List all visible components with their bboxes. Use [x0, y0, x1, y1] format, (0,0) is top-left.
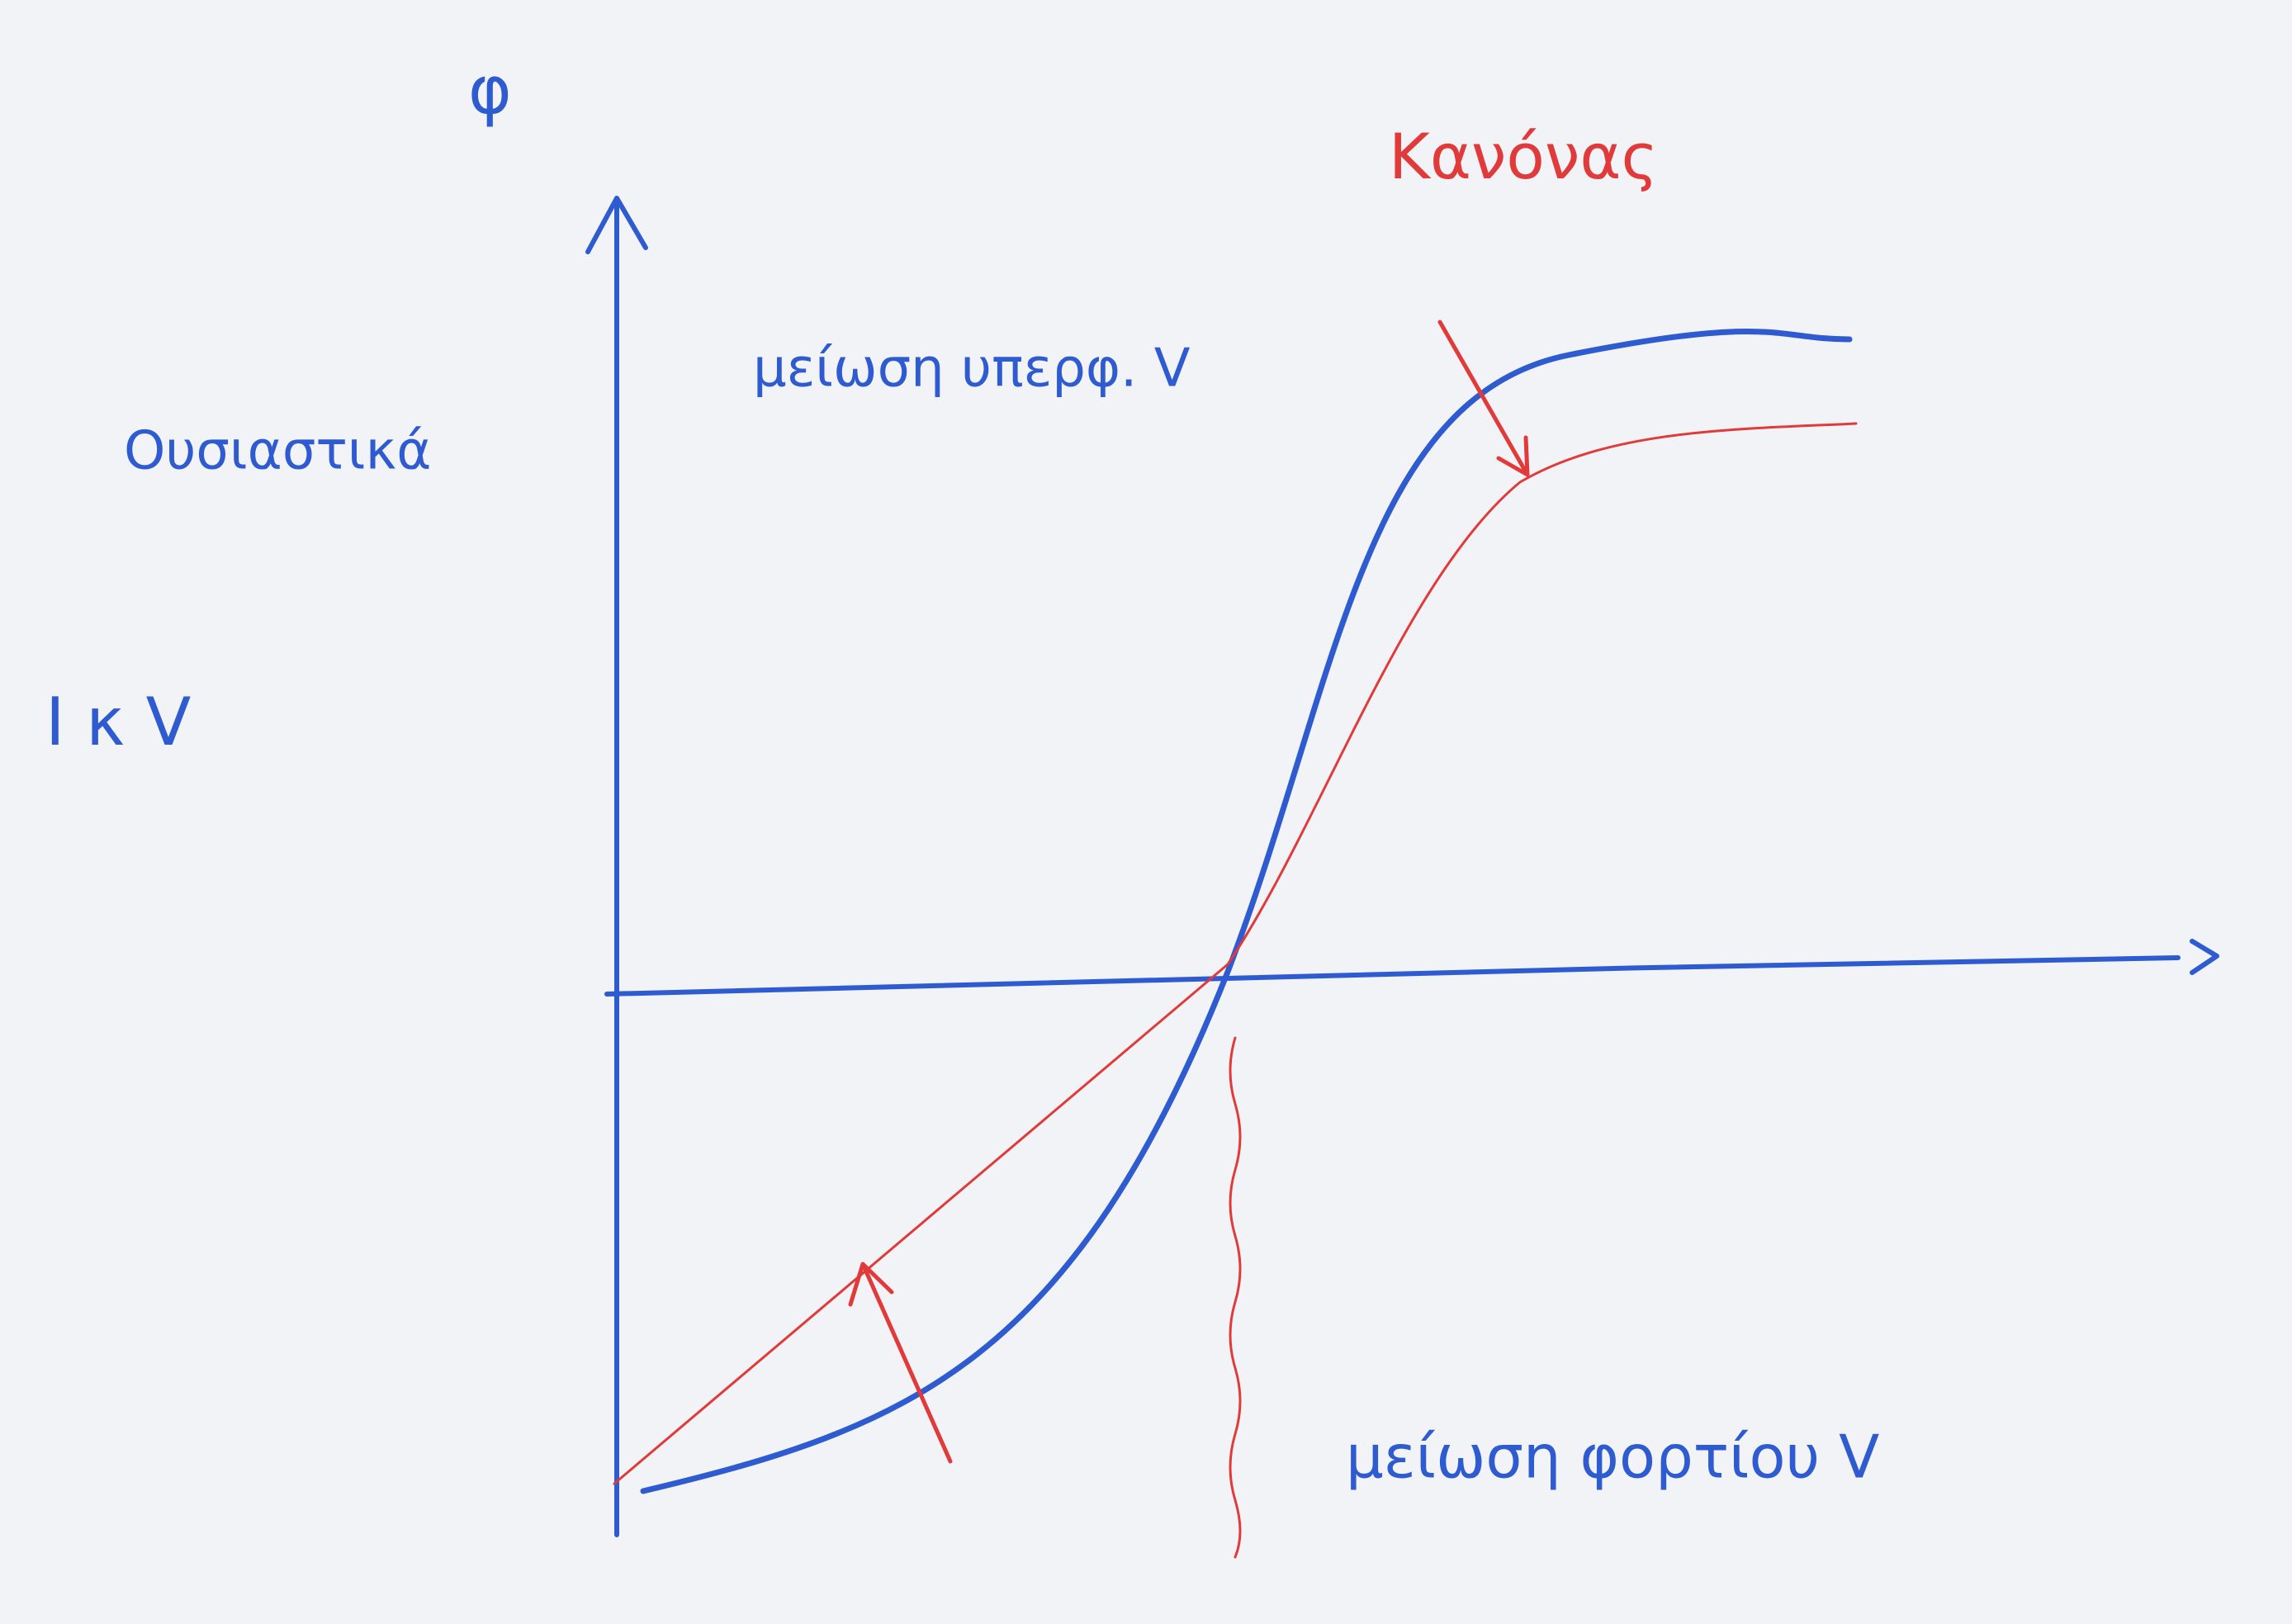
note: μείωση φορτίου V	[1346, 1423, 1879, 1492]
sketch: φ Ουσιαστικά I κ V μείωση υπερφ. V Κανόν…	[0, 0, 2292, 1624]
note: Ουσιαστικά	[124, 421, 431, 482]
note: μείωση υπερφ. V	[753, 339, 1191, 400]
note: Κανόνας	[1389, 120, 1658, 193]
paper	[0, 0, 2292, 1624]
axis-label: φ	[468, 52, 512, 129]
note: I κ V	[45, 684, 192, 760]
